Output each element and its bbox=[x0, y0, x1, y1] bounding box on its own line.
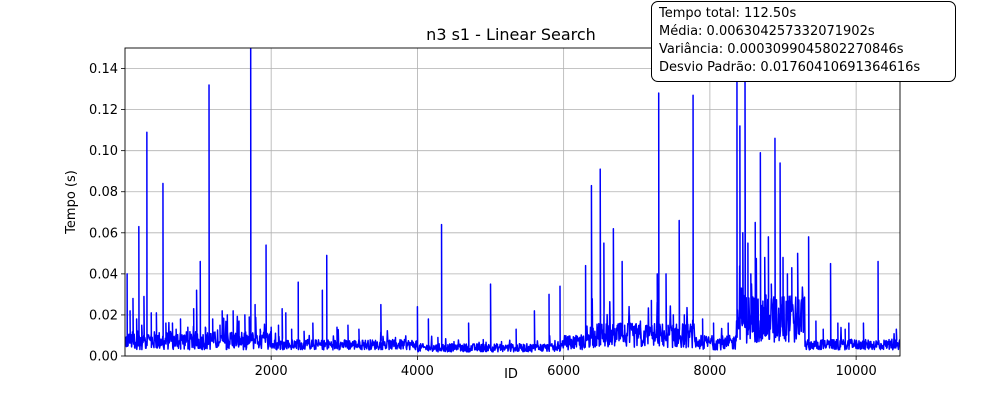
y-tick-label: 0.00 bbox=[89, 350, 118, 365]
x-axis-label: ID bbox=[504, 367, 518, 382]
y-tick-label: 0.02 bbox=[89, 308, 118, 323]
plot-frame bbox=[124, 47, 901, 357]
y-tick-label: 0.10 bbox=[89, 144, 118, 159]
y-tick-label: 0.04 bbox=[89, 267, 118, 282]
stats-std-dev: Desvio Padrão: 0.01760410691364616s bbox=[659, 60, 921, 75]
chart-title: n3 s1 - Linear Search bbox=[426, 25, 596, 44]
stats-variance: Variância: 0.0003099045802270846s bbox=[659, 42, 904, 57]
x-tick-label: 10000 bbox=[835, 364, 876, 379]
y-tick-label: 0.06 bbox=[89, 226, 118, 241]
axes bbox=[124, 47, 901, 357]
stats-total-time: Tempo total: 112.50s bbox=[659, 6, 797, 21]
x-tick-label: 8000 bbox=[693, 364, 726, 379]
stats-mean: Média: 0.006304257332071902s bbox=[659, 24, 875, 39]
tick-layer: 2000 4000 6000 8000 10000 0.00 0.02 0.04 0.06 0.0… bbox=[89, 62, 877, 379]
series-layer bbox=[125, 48, 900, 353]
x-tick-label: 2000 bbox=[255, 364, 288, 379]
stats-annotation-box: Tempo total: 112.50s Média: 0.0063042573… bbox=[651, 1, 956, 82]
y-tick-label: 0.08 bbox=[89, 185, 118, 200]
series-line bbox=[125, 48, 900, 353]
y-axis-label: Tempo (s) bbox=[64, 170, 79, 235]
x-tick-label: 4000 bbox=[401, 364, 434, 379]
y-tick-label: 0.12 bbox=[89, 103, 118, 118]
x-tick-label: 6000 bbox=[547, 364, 580, 379]
y-tick-label: 0.14 bbox=[89, 62, 118, 77]
